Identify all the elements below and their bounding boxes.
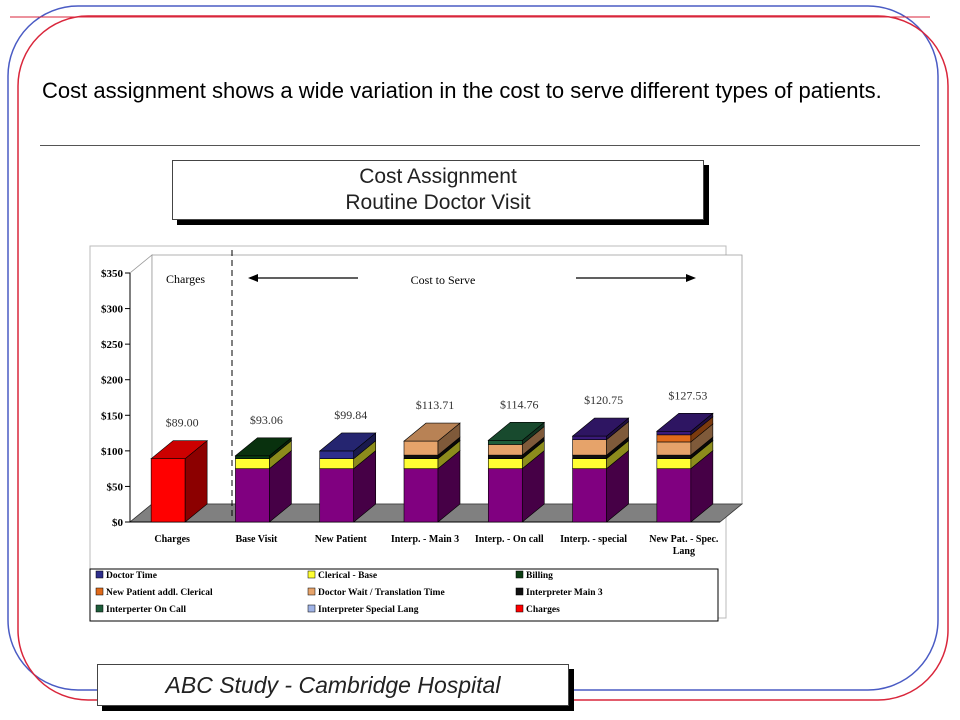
footer-title: ABC Study - Cambridge Hospital bbox=[97, 664, 569, 706]
legend-item-label: Clerical - Base bbox=[318, 571, 377, 581]
legend-item-label: Doctor Time bbox=[106, 571, 157, 581]
bar-total-label: $113.71 bbox=[416, 398, 455, 412]
bar-segment bbox=[572, 468, 607, 523]
chart-title-line-2: Routine Doctor Visit bbox=[345, 191, 531, 214]
bar-segment bbox=[319, 450, 355, 459]
bar-total-label: $93.06 bbox=[250, 413, 283, 427]
bar-segment bbox=[403, 454, 439, 459]
legend-swatch bbox=[95, 587, 104, 596]
legend-swatch bbox=[95, 570, 104, 579]
bar-top bbox=[150, 440, 208, 459]
y-tick-label: $300 bbox=[101, 304, 124, 316]
bar-segment bbox=[235, 458, 270, 469]
bar-segment bbox=[319, 458, 355, 469]
bar-segment bbox=[656, 434, 692, 443]
bar-segment bbox=[319, 468, 355, 523]
legend-swatch bbox=[307, 570, 316, 579]
heading-divider bbox=[40, 145, 920, 146]
bar-segment bbox=[235, 468, 270, 523]
x-tick-label: Interp. - special bbox=[560, 534, 627, 545]
y-tick-label: $200 bbox=[101, 375, 124, 387]
x-tick-label: New Patient bbox=[315, 534, 368, 545]
legend-box bbox=[89, 568, 719, 622]
bar-total-label: $127.53 bbox=[668, 388, 707, 402]
bar-segment bbox=[487, 454, 523, 459]
bar-total-label: $114.76 bbox=[500, 397, 539, 411]
bar-segment bbox=[656, 430, 692, 436]
bar-segment bbox=[572, 454, 607, 459]
cost-to-serve-annotation: Cost to Serve bbox=[411, 273, 476, 287]
legend-swatch bbox=[307, 587, 316, 596]
chart-title-line-1: Cost Assignment bbox=[359, 165, 517, 188]
bar-segment bbox=[403, 468, 439, 523]
bar-total-label: $120.75 bbox=[584, 393, 623, 407]
legend-swatch bbox=[307, 604, 316, 613]
y-tick-label: $0 bbox=[112, 517, 124, 529]
legend-swatch bbox=[515, 570, 524, 579]
legend-item-label: Interpreter Special Lang bbox=[318, 605, 419, 615]
bar-segment bbox=[572, 435, 607, 440]
bar-segment bbox=[487, 468, 523, 523]
bar-segment bbox=[656, 441, 692, 456]
y-tick-label: $100 bbox=[101, 446, 124, 458]
legend-item-label: Doctor Wait / Translation Time bbox=[318, 588, 445, 598]
bar-top bbox=[403, 422, 461, 442]
legend-item-label: Billing bbox=[526, 571, 553, 581]
legend-item-label: Interpreter Main 3 bbox=[526, 588, 603, 598]
bar-segment bbox=[487, 440, 523, 445]
bar-segment bbox=[487, 458, 523, 469]
bar-segment bbox=[403, 440, 439, 456]
x-tick-label: Interp. - On call bbox=[475, 534, 544, 545]
right-arrowhead bbox=[686, 274, 696, 282]
x-tick-label: New Pat. - Spec. bbox=[649, 534, 719, 545]
legend-swatch bbox=[95, 604, 104, 613]
bar-top bbox=[571, 417, 630, 437]
y-tick-label: $150 bbox=[101, 410, 124, 422]
chart-title-box: Cost Assignment Routine Doctor Visit bbox=[172, 160, 704, 220]
bar-segment bbox=[235, 455, 270, 459]
bar-segment bbox=[656, 468, 692, 523]
slide-heading: Cost assignment shows a wide variation i… bbox=[42, 78, 882, 103]
x-tick-label: Charges bbox=[154, 534, 190, 545]
legend-item-label: Interperter On Call bbox=[106, 605, 186, 615]
x-tick-label: Lang bbox=[673, 546, 695, 557]
bar-segment bbox=[572, 439, 607, 456]
bar-segment bbox=[572, 458, 607, 469]
x-tick-label: Interp. - Main 3 bbox=[391, 534, 459, 545]
bar-top bbox=[234, 437, 293, 457]
bar-total-label: $89.00 bbox=[166, 416, 199, 430]
y-tick-label: $50 bbox=[107, 481, 124, 493]
bar-total-label: $99.84 bbox=[334, 408, 367, 422]
chart-left-wall bbox=[129, 254, 153, 523]
bar-top bbox=[487, 422, 546, 441]
bar-segment bbox=[487, 444, 523, 456]
left-arrowhead bbox=[248, 274, 258, 282]
bar-segment bbox=[656, 454, 692, 459]
y-tick-label: $350 bbox=[101, 268, 124, 280]
legend-item-label: New Patient addl. Clerical bbox=[106, 588, 213, 598]
legend-item-label: Charges bbox=[526, 605, 560, 615]
bar-top bbox=[656, 412, 714, 432]
bar-top bbox=[318, 432, 377, 452]
bar-segment bbox=[656, 458, 692, 469]
charges-annotation: Charges bbox=[166, 272, 205, 286]
bar-segment bbox=[150, 458, 186, 523]
bar-segment bbox=[403, 458, 439, 469]
legend-swatch bbox=[515, 587, 524, 596]
x-tick-label: Base Visit bbox=[235, 534, 278, 545]
legend-swatch bbox=[515, 604, 524, 613]
y-tick-label: $250 bbox=[101, 339, 124, 351]
